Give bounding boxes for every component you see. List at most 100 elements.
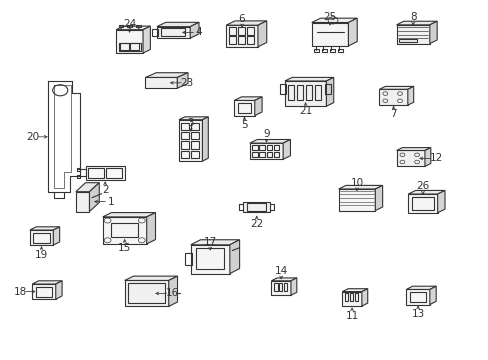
Bar bbox=[77, 168, 80, 171]
Text: 19: 19 bbox=[35, 250, 48, 260]
Bar bbox=[314, 49, 319, 51]
Polygon shape bbox=[407, 190, 444, 194]
Bar bbox=[252, 145, 258, 150]
Polygon shape bbox=[145, 77, 177, 88]
Text: 24: 24 bbox=[122, 19, 136, 29]
Bar bbox=[130, 43, 139, 50]
Bar bbox=[314, 85, 321, 100]
Polygon shape bbox=[361, 289, 367, 306]
Polygon shape bbox=[56, 281, 62, 299]
Polygon shape bbox=[168, 276, 177, 306]
Text: 10: 10 bbox=[350, 177, 363, 188]
Polygon shape bbox=[424, 148, 430, 166]
Text: 22: 22 bbox=[249, 219, 263, 229]
Bar bbox=[36, 287, 52, 297]
Bar bbox=[181, 141, 188, 149]
Bar bbox=[279, 84, 285, 94]
Text: 14: 14 bbox=[274, 266, 287, 276]
Bar bbox=[33, 233, 50, 243]
Polygon shape bbox=[338, 185, 382, 189]
Bar bbox=[344, 293, 347, 301]
Text: 7: 7 bbox=[389, 109, 396, 120]
Polygon shape bbox=[32, 284, 56, 299]
Polygon shape bbox=[124, 280, 168, 306]
Text: 21: 21 bbox=[298, 106, 312, 116]
Polygon shape bbox=[379, 89, 407, 105]
Polygon shape bbox=[271, 278, 296, 281]
Polygon shape bbox=[89, 183, 99, 212]
Bar bbox=[266, 145, 272, 150]
Polygon shape bbox=[284, 81, 326, 106]
Polygon shape bbox=[406, 286, 435, 289]
Bar bbox=[106, 168, 122, 178]
Polygon shape bbox=[311, 22, 347, 46]
Polygon shape bbox=[179, 117, 208, 120]
Polygon shape bbox=[234, 100, 254, 116]
Polygon shape bbox=[190, 240, 239, 245]
Bar bbox=[305, 85, 312, 100]
Polygon shape bbox=[102, 217, 146, 244]
Polygon shape bbox=[157, 22, 199, 27]
Polygon shape bbox=[225, 25, 258, 47]
Bar bbox=[77, 175, 80, 177]
Polygon shape bbox=[234, 97, 262, 100]
Bar bbox=[283, 283, 286, 291]
Text: 6: 6 bbox=[238, 14, 245, 24]
Bar bbox=[136, 25, 141, 27]
Polygon shape bbox=[30, 227, 60, 230]
Text: 18: 18 bbox=[14, 287, 27, 297]
Bar bbox=[184, 253, 191, 265]
Bar bbox=[246, 27, 254, 35]
Bar bbox=[296, 85, 303, 100]
Text: 2: 2 bbox=[102, 185, 108, 195]
Polygon shape bbox=[143, 26, 150, 53]
Bar bbox=[278, 283, 282, 291]
Polygon shape bbox=[76, 183, 99, 192]
Polygon shape bbox=[347, 18, 356, 46]
Bar bbox=[243, 202, 269, 212]
Text: 9: 9 bbox=[263, 129, 269, 139]
Bar bbox=[273, 283, 277, 291]
Polygon shape bbox=[249, 143, 283, 159]
Polygon shape bbox=[179, 120, 202, 161]
Polygon shape bbox=[284, 77, 333, 81]
Text: 5: 5 bbox=[241, 120, 247, 130]
Text: 17: 17 bbox=[203, 237, 217, 247]
Polygon shape bbox=[326, 77, 333, 106]
Bar bbox=[349, 293, 352, 301]
Bar bbox=[127, 25, 132, 27]
Text: 4: 4 bbox=[195, 27, 202, 37]
Bar bbox=[228, 36, 236, 44]
Bar bbox=[411, 197, 433, 210]
Bar bbox=[337, 49, 342, 51]
Bar bbox=[190, 132, 198, 139]
Bar bbox=[181, 151, 188, 158]
Polygon shape bbox=[177, 73, 187, 88]
Bar bbox=[246, 36, 254, 44]
Polygon shape bbox=[225, 21, 266, 25]
Bar bbox=[88, 168, 104, 178]
Polygon shape bbox=[102, 212, 155, 217]
Polygon shape bbox=[338, 189, 375, 211]
Bar bbox=[111, 223, 138, 238]
Bar bbox=[119, 25, 123, 27]
Polygon shape bbox=[271, 281, 290, 295]
Text: 13: 13 bbox=[410, 309, 424, 319]
Polygon shape bbox=[190, 22, 199, 38]
Bar bbox=[237, 27, 244, 35]
Text: 1: 1 bbox=[107, 197, 114, 207]
Polygon shape bbox=[437, 190, 444, 213]
Polygon shape bbox=[116, 26, 150, 30]
Bar bbox=[252, 152, 258, 157]
Bar bbox=[266, 152, 272, 157]
Polygon shape bbox=[342, 289, 367, 292]
Polygon shape bbox=[53, 227, 60, 245]
Polygon shape bbox=[157, 27, 190, 38]
Bar bbox=[322, 49, 326, 51]
Polygon shape bbox=[396, 25, 429, 44]
Bar bbox=[161, 28, 185, 36]
Bar bbox=[259, 145, 264, 150]
Polygon shape bbox=[311, 18, 356, 22]
Bar bbox=[181, 132, 188, 139]
Bar bbox=[259, 152, 264, 157]
